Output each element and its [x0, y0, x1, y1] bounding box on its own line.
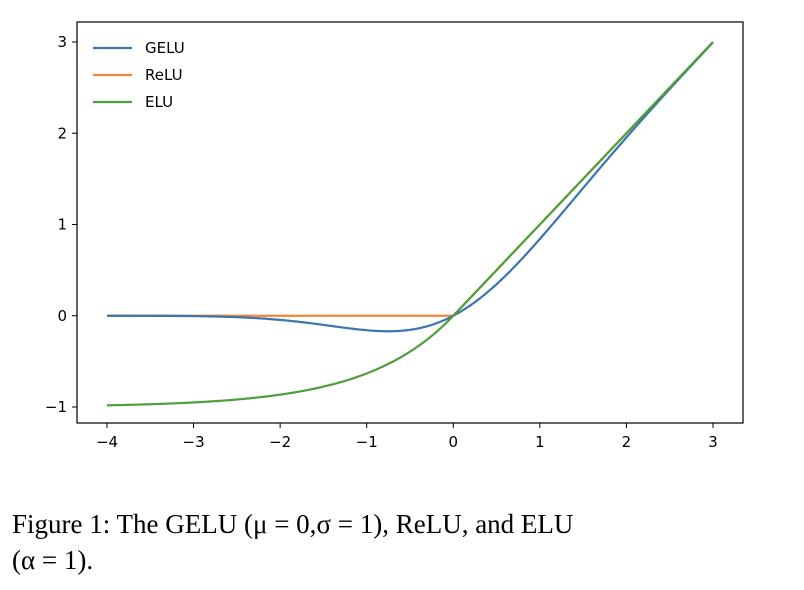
x-tick-label: 2 [622, 433, 632, 451]
series-line-relu [107, 41, 714, 317]
caption-mu: μ [252, 509, 268, 539]
legend-label-elu: ELU [145, 93, 173, 111]
y-tick-label: 3 [57, 33, 67, 51]
caption-prefix: Figure 1: The GELU ( [12, 509, 253, 539]
y-tick-label: −1 [45, 398, 67, 416]
legend-label-gelu: GELU [145, 39, 185, 57]
series-line-elu [106, 41, 714, 407]
x-tick-label: −4 [96, 433, 118, 451]
caption-eq3: = 1). [35, 545, 94, 575]
x-tick-label: −1 [356, 433, 378, 451]
series-line-gelu [107, 41, 714, 333]
caption-eq2: = 1), ReLU, and ELU [331, 509, 574, 539]
x-tick-label: 3 [708, 433, 718, 451]
caption-alpha: α [21, 545, 36, 575]
plot-area: −4 −3 −2 −1 0 1 2 3 −1 0 1 2 3 [45, 21, 744, 451]
figure-caption: Figure 1: The GELU (μ = 0,σ = 1), ReLU, … [12, 506, 792, 578]
legend-label-relu: ReLU [145, 66, 183, 84]
caption-eq1: = 0, [267, 509, 317, 539]
legend: GELU ReLU ELU [93, 39, 185, 111]
y-tick-label: 1 [57, 216, 67, 234]
x-tick-label: 0 [449, 433, 459, 451]
y-tick-label: 0 [57, 307, 67, 325]
y-tick-label: 2 [57, 124, 67, 142]
x-tick-label: 1 [535, 433, 545, 451]
axes-frame [76, 21, 744, 424]
caption-sigma: σ [316, 509, 331, 539]
x-tick-label: −3 [183, 433, 205, 451]
x-tick-label: −2 [269, 433, 291, 451]
chart: −4 −3 −2 −1 0 1 2 3 −1 0 1 2 3 GELU ReLU ELU [45, 21, 744, 451]
caption-line2-open: ( [12, 545, 21, 575]
